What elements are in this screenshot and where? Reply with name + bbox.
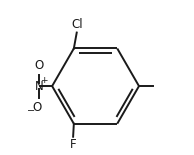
Text: Cl: Cl — [71, 18, 82, 31]
Text: F: F — [70, 138, 76, 151]
Text: −: − — [27, 106, 35, 116]
Text: O: O — [34, 59, 43, 72]
Text: +: + — [40, 76, 48, 85]
Text: O: O — [33, 101, 42, 114]
Text: N: N — [34, 80, 43, 93]
